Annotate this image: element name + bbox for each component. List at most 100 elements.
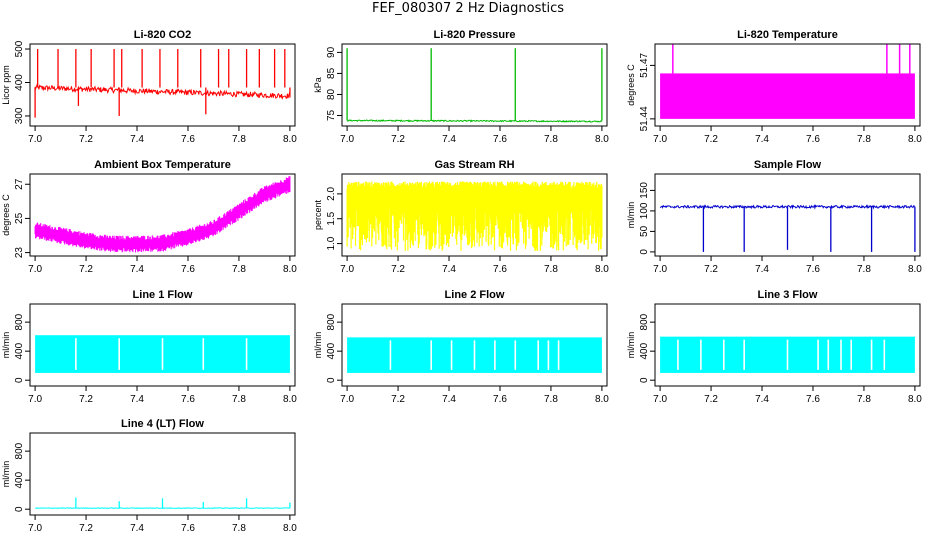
data-series: [34, 176, 291, 253]
x-tick-label: 7.6: [806, 264, 820, 275]
data-series: [660, 44, 915, 119]
data-line: [346, 181, 603, 251]
y-tick-label: 300: [14, 107, 25, 124]
x-tick-label: 8.0: [908, 394, 922, 405]
x-tick-label: 7.6: [806, 134, 820, 145]
x-tick-label: 7.2: [391, 134, 405, 145]
y-axis-label: ml/min: [1, 332, 11, 359]
plot-frame: [654, 303, 921, 387]
y-axis-label: kPa: [313, 77, 323, 93]
plot-frame: [341, 43, 608, 127]
plot-title: Sample Flow: [754, 159, 822, 171]
y-tick-label: 90: [326, 46, 337, 58]
x-tick-label: 7.6: [181, 134, 195, 145]
plot-title: Li-820 Pressure: [434, 29, 516, 41]
x-tick-label: 7.8: [232, 134, 246, 145]
y-tick-label: 1.5: [326, 211, 337, 225]
y-tick-label: 400: [14, 471, 25, 488]
x-tick-label: 7.6: [181, 264, 195, 275]
plot-line2: Line 2 Flow ml/min 7.0 7.2 7.4 7.6 7.8 8.0 0 400 8…: [313, 289, 609, 405]
x-tick-label: 7.4: [130, 264, 144, 275]
x-tick-label: 7.0: [340, 134, 354, 145]
plot-gas_rh: Gas Stream RH percent 7.0 7.2 7.4 7.6 7.8 8.0 1.…: [313, 159, 609, 275]
plot-co2: Li-820 CO2 Licor ppm 7.0 7.2 7.4 7.6 7.8 8.0 300…: [1, 29, 297, 145]
plot-title: Line 2 Flow: [445, 289, 505, 301]
x-tick-label: 7.0: [653, 394, 667, 405]
x-tick-label: 7.2: [79, 394, 93, 405]
x-tick-label: 7.0: [28, 394, 42, 405]
plot-title: Line 4 (LT) Flow: [121, 418, 204, 430]
plot-frame: [29, 173, 296, 257]
data-line: [34, 176, 291, 253]
data-series: [34, 49, 291, 118]
plot-box_temp: Ambient Box Temperature degrees C 7.0 7.2 7.…: [1, 159, 297, 275]
x-tick-label: 7.0: [340, 394, 354, 405]
plot-title: Li-820 CO2: [134, 29, 191, 41]
x-tick-label: 7.4: [442, 134, 456, 145]
y-tick-label: 2.0: [326, 186, 337, 200]
x-tick-label: 7.0: [340, 264, 354, 275]
plot-frame: [341, 303, 608, 387]
data-series: [347, 337, 602, 373]
x-tick-label: 8.0: [283, 264, 297, 275]
x-tick-label: 8.0: [283, 134, 297, 145]
x-tick-label: 7.6: [493, 134, 507, 145]
x-tick-label: 8.0: [908, 134, 922, 145]
x-tick-label: 7.4: [442, 394, 456, 405]
y-tick-label: 27: [14, 178, 25, 190]
x-tick-label: 7.8: [232, 264, 246, 275]
data-band: [660, 73, 915, 119]
y-tick-label: 400: [14, 342, 25, 359]
x-tick-label: 7.6: [181, 523, 195, 534]
y-tick-label: 800: [326, 313, 337, 330]
y-tick-label: 100: [639, 202, 650, 219]
plot-frame: [29, 303, 296, 387]
y-axis-label: degrees C: [1, 194, 11, 236]
x-tick-label: 7.2: [704, 264, 718, 275]
x-tick-label: 7.0: [653, 264, 667, 275]
x-tick-label: 7.8: [544, 134, 558, 145]
y-tick-label: 800: [14, 442, 25, 459]
plot-frame: [654, 43, 921, 127]
x-tick-label: 7.0: [28, 523, 42, 534]
y-tick-label: 51.47: [639, 52, 650, 77]
y-tick-label: 80: [326, 88, 337, 100]
x-tick-label: 7.2: [391, 264, 405, 275]
x-tick-label: 7.4: [755, 264, 769, 275]
y-tick-label: 800: [639, 313, 650, 330]
y-tick-label: 0: [639, 377, 650, 383]
plot-title: Ambient Box Temperature: [94, 159, 231, 171]
x-tick-label: 7.0: [28, 134, 42, 145]
plot-title: Li-820 Temperature: [737, 29, 838, 41]
y-axis-label: Licor ppm: [1, 65, 11, 105]
data-series: [346, 181, 603, 251]
x-tick-label: 7.4: [755, 394, 769, 405]
x-tick-label: 8.0: [283, 394, 297, 405]
x-tick-label: 7.4: [442, 264, 456, 275]
x-tick-label: 7.8: [544, 394, 558, 405]
plot-line3: Line 3 Flow ml/min 7.0 7.2 7.4 7.6 7.8 8.0 0 400 8…: [626, 289, 922, 405]
data-line: [34, 507, 290, 510]
data-series: [660, 336, 915, 373]
y-axis-label: ml/min: [313, 332, 323, 359]
y-tick-label: 0: [14, 377, 25, 383]
y-tick-label: 400: [326, 342, 337, 359]
plot-title: Line 3 Flow: [758, 289, 818, 301]
x-tick-label: 7.6: [493, 394, 507, 405]
plot-title: Line 1 Flow: [133, 289, 193, 301]
y-tick-label: 0: [326, 377, 337, 383]
plot-frame: [654, 173, 921, 257]
x-tick-label: 7.8: [232, 394, 246, 405]
x-tick-label: 7.2: [79, 264, 93, 275]
x-tick-label: 8.0: [283, 523, 297, 534]
x-tick-label: 7.8: [857, 394, 871, 405]
plot-frame: [29, 432, 296, 516]
y-tick-label: 50: [639, 225, 650, 237]
x-tick-label: 7.8: [857, 134, 871, 145]
x-tick-label: 8.0: [908, 264, 922, 275]
x-tick-label: 8.0: [595, 134, 609, 145]
x-tick-label: 8.0: [595, 264, 609, 275]
plot-line1: Line 1 Flow ml/min 7.0 7.2 7.4 7.6 7.8 8.0 0 400 8…: [1, 289, 297, 405]
x-tick-label: 8.0: [595, 394, 609, 405]
